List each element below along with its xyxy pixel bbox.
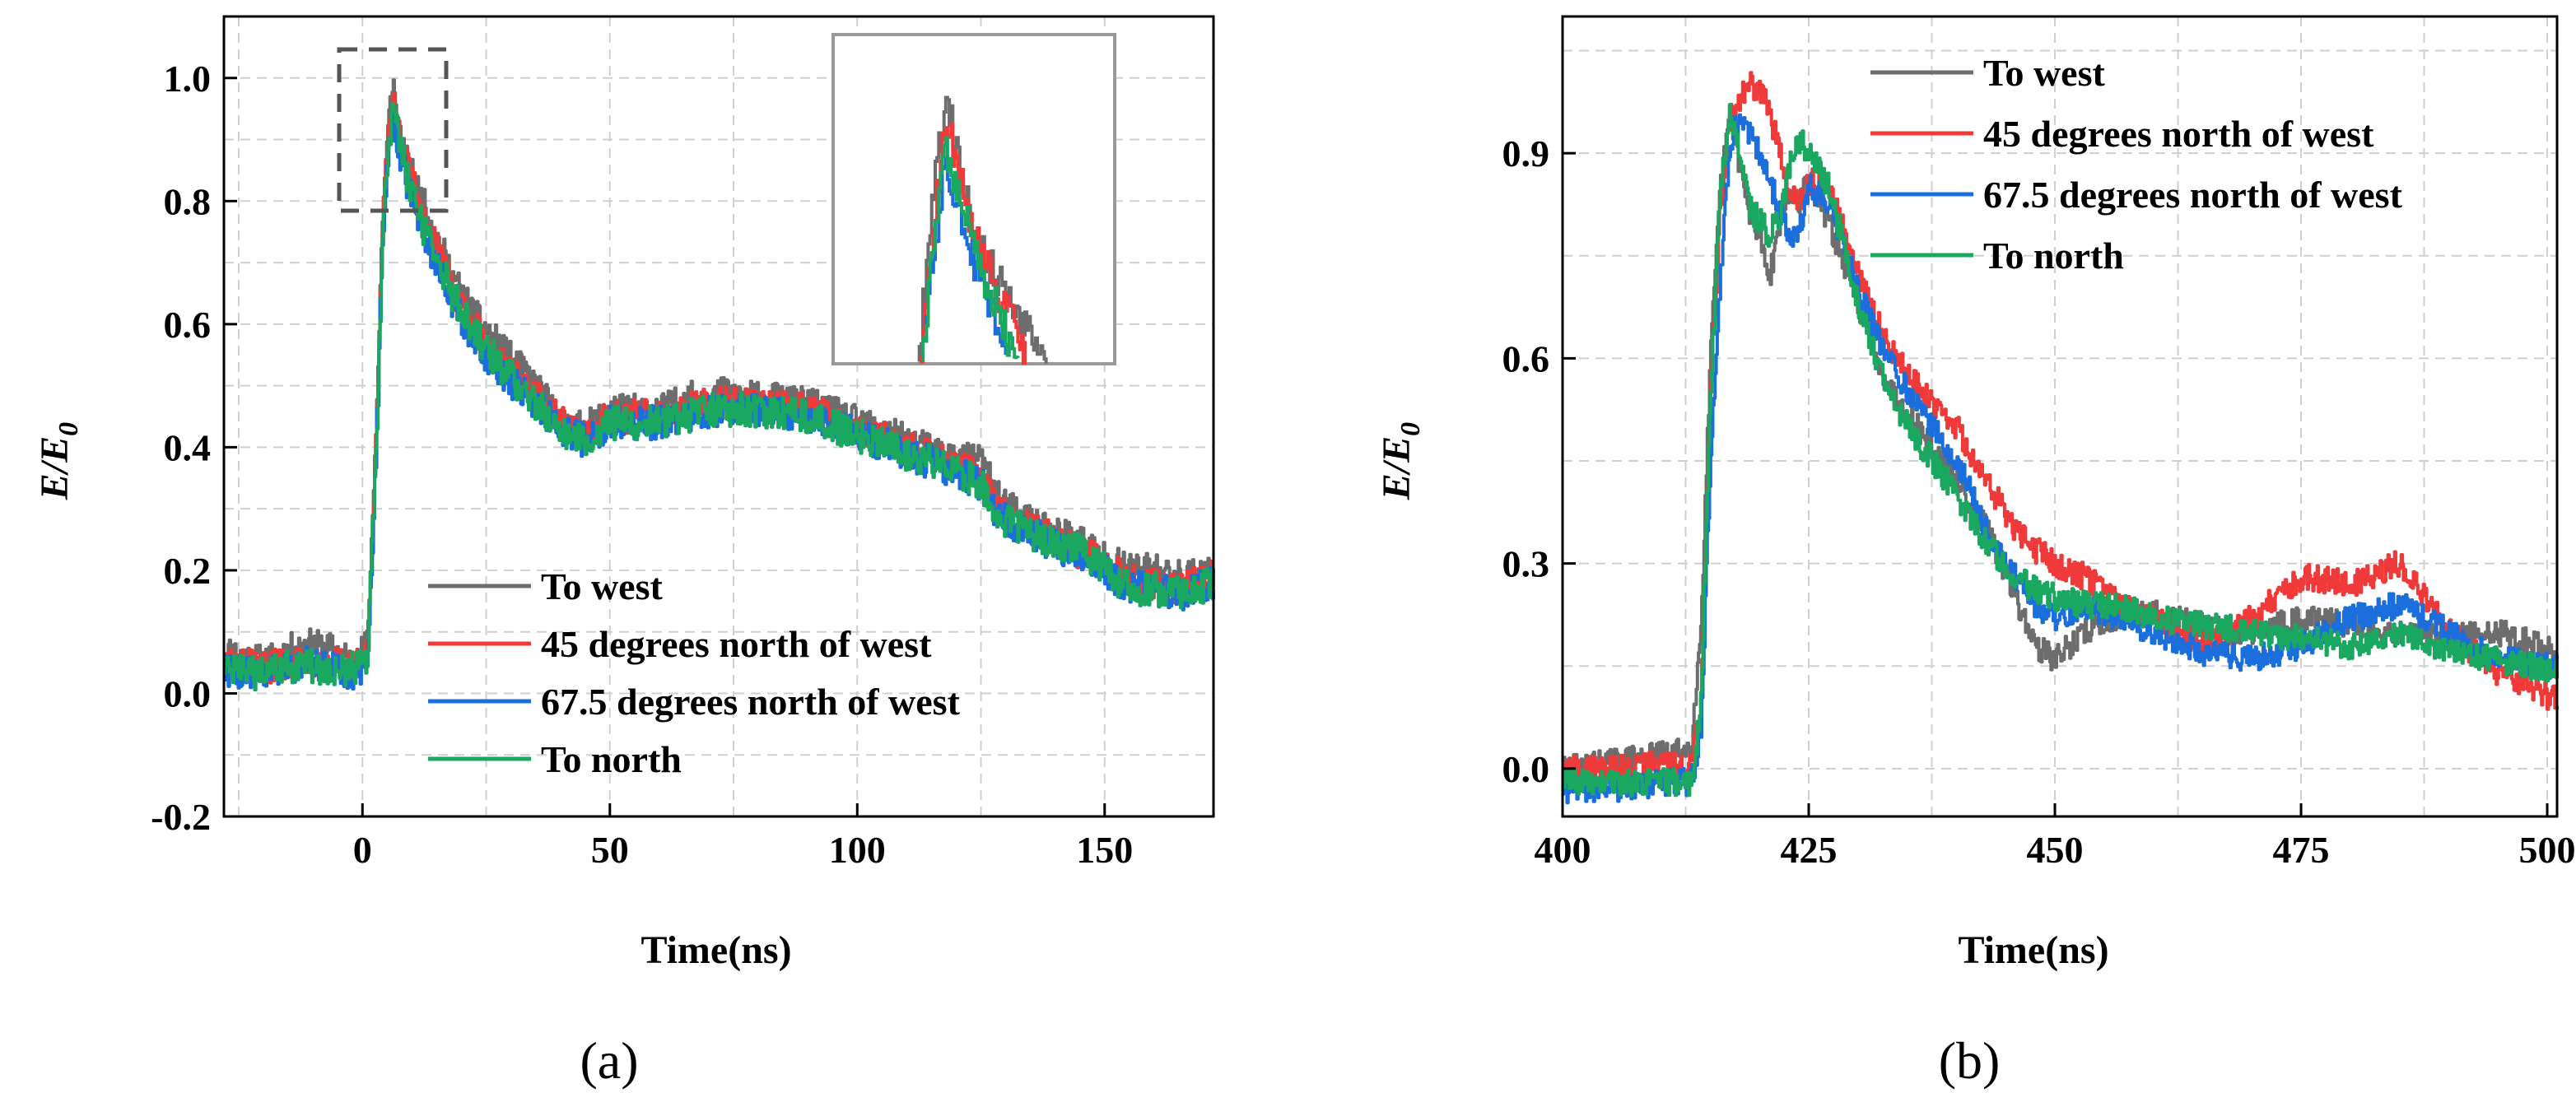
y-tick-label: 0.9 xyxy=(1502,133,1550,174)
y-tick-label: 0.3 xyxy=(1502,543,1550,585)
panel-b-label: (b) xyxy=(1939,1031,2001,1090)
x-tick-label: 500 xyxy=(2519,829,2576,871)
y-tick-label: 0.0 xyxy=(1502,748,1550,790)
y-tick-label: 1.0 xyxy=(164,58,212,100)
panel-a-zoom-box xyxy=(337,47,449,213)
panel-a: 0 50 100 150 -0.2 0.0 0.2 0.4 0.6 0.8 1.0 To west 4… xyxy=(33,15,1215,1090)
panel-a-frame xyxy=(222,15,1215,818)
inset-series xyxy=(917,95,1048,365)
inset-frame xyxy=(831,33,1116,365)
y-tick-label: -0.2 xyxy=(151,796,211,838)
y-tick-label: 0.4 xyxy=(164,426,212,468)
legend-label: 67.5 degrees north of west xyxy=(1983,174,2403,216)
x-tick-label: 450 xyxy=(2027,829,2084,871)
series-line-to-north xyxy=(223,102,1215,692)
panel-a-legend: To west 45 degrees north of west 67.5 degr… xyxy=(428,565,961,780)
panel-a-x-axis-title: Time(ns) xyxy=(641,928,791,972)
legend-label: 45 degrees north of west xyxy=(1983,113,2374,155)
panel-a-y-axis-title: E/E0 xyxy=(33,422,84,500)
legend-label: To west xyxy=(541,565,663,607)
panel-a-ticks: 0 50 100 150 -0.2 0.0 0.2 0.4 0.6 0.8 1.0 xyxy=(151,58,1133,871)
series-line-67-5-degrees-north-of-west xyxy=(1562,113,2559,805)
y-tick-label: 0.2 xyxy=(164,550,212,592)
panel-a-label: (a) xyxy=(580,1031,638,1090)
panel-b-x-axis-title: Time(ns) xyxy=(1958,928,2108,972)
x-tick-label: 425 xyxy=(1781,829,1838,871)
y-tick-label: 0.6 xyxy=(1502,337,1550,379)
legend-label: 45 degrees north of west xyxy=(541,623,932,665)
series-line-to-north xyxy=(1562,103,2559,798)
panel-b-series xyxy=(1562,71,2559,805)
y-tick-label: 0.0 xyxy=(164,672,212,714)
x-tick-label: 50 xyxy=(591,829,629,871)
inset-series-line xyxy=(920,136,1020,362)
legend-label: To north xyxy=(541,738,682,780)
legend-label: To north xyxy=(1983,235,2124,277)
panel-b-ticks: 400 425 450 475 500 0.0 0.3 0.6 0.9 xyxy=(1502,133,2576,871)
panel-b-y-axis-title: E/E0 xyxy=(1375,422,1426,500)
legend-label: To west xyxy=(1983,52,2105,94)
x-tick-label: 100 xyxy=(829,829,886,871)
y-tick-label: 0.8 xyxy=(164,180,212,222)
x-tick-label: 150 xyxy=(1076,829,1133,871)
x-tick-label: 0 xyxy=(353,829,372,871)
panel-a-inset xyxy=(831,33,1116,365)
legend-label: 67.5 degrees north of west xyxy=(541,681,961,723)
panel-b: 400 425 450 475 500 0.0 0.3 0.6 0.9 To west 45 de… xyxy=(1375,15,2576,1090)
y-tick-label: 0.6 xyxy=(164,304,212,346)
x-tick-label: 475 xyxy=(2273,829,2330,871)
panel-a-series xyxy=(223,78,1215,692)
panel-b-frame xyxy=(1561,15,2559,818)
panel-b-legend: To west 45 degrees north of west 67.5 degr… xyxy=(1870,52,2403,277)
x-tick-label: 400 xyxy=(1535,829,1591,871)
